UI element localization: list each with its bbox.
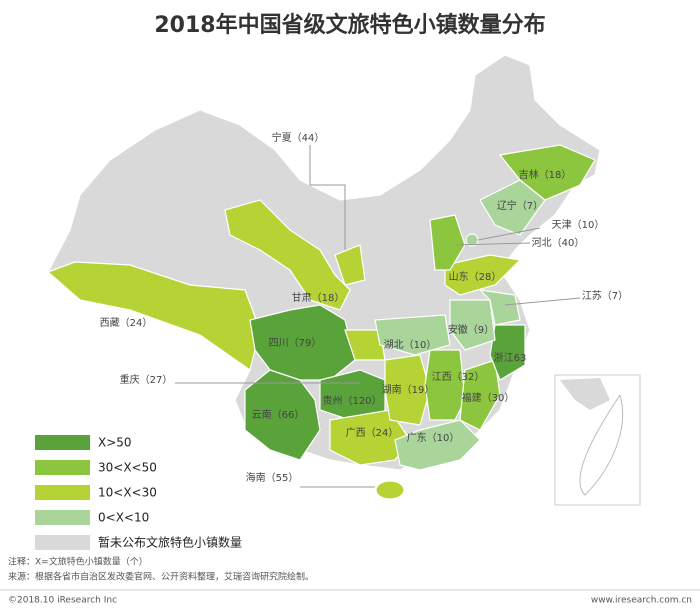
region-label: 辽宁（7） (497, 199, 543, 212)
region-label: 云南（66） (252, 408, 305, 421)
region-label: 福建（30） (462, 391, 515, 404)
shandong (444, 254, 522, 296)
title: 2018年中国省级文旅特色小镇数量分布 (154, 12, 545, 38)
fujian (459, 359, 501, 431)
region-label: 山东（28） (449, 270, 502, 283)
guangdong (394, 419, 481, 471)
leader-line (504, 297, 581, 306)
inset-line (579, 394, 624, 496)
hunan (384, 354, 431, 426)
region-label: 西藏（24） (100, 317, 153, 329)
map (46, 54, 641, 506)
legend-label: X>50 (98, 436, 132, 450)
yunnan (244, 369, 321, 461)
jiangsu (478, 289, 521, 326)
region-label: 甘肃（18） (292, 291, 345, 304)
region-label: 海南（55） (246, 471, 299, 484)
note: 注释：X=文旅特色小镇数量（个） (8, 556, 148, 568)
gansu (224, 199, 351, 311)
hebei (429, 214, 466, 271)
region-label: 湖南（19） (382, 383, 435, 396)
region-labels: 宁夏（44） 吉林（18） 辽宁（7） 天津（10） 河北（40） 山东（28）… (100, 131, 629, 484)
region-label: 广东（10） (407, 431, 460, 444)
website: www.iresearch.com.cn (591, 596, 692, 606)
region-label: 江苏（7） (582, 289, 628, 302)
ningxia (334, 244, 366, 286)
legend-label: 30<X<50 (98, 461, 157, 475)
leader-line (454, 242, 531, 246)
legend-swatch (35, 460, 90, 475)
legend: X>50 30<X<50 10<X<30 0<X<10 暂未公布文旅特色小镇数量 (35, 435, 242, 550)
sichuan (249, 304, 356, 381)
region-label: 天津（10） (552, 219, 605, 231)
anhui (449, 299, 496, 351)
jiangxi (424, 349, 466, 421)
region-label: 湖北（10） (384, 339, 437, 351)
region-label: 四川（79） (269, 337, 322, 349)
leader-line (477, 227, 541, 241)
leaders (175, 145, 581, 488)
region-label: 广西（24） (346, 427, 399, 439)
copyright: ©2018.10 iResearch Inc (8, 596, 117, 606)
legend-label: 10<X<30 (98, 486, 157, 500)
region-label: 河北（40） (532, 237, 585, 249)
region-label: 贵州（120） (322, 394, 381, 407)
region-label: 重庆（27） (120, 373, 173, 386)
region-label: 江西（32） (432, 371, 485, 383)
liaoning (479, 179, 546, 236)
inset-land (560, 378, 610, 410)
note: 来源：根据各省市自治区发改委官网、公开资料整理，艾瑞咨询研究院绘制。 (8, 571, 314, 583)
zhejiang (489, 324, 526, 381)
legend-label: 0<X<10 (98, 511, 149, 525)
region-label: 浙江63 (494, 352, 527, 364)
legend-label: 暂未公布文旅特色小镇数量 (98, 535, 242, 550)
hainan (375, 480, 405, 500)
hubei (374, 314, 451, 356)
legend-swatch (35, 485, 90, 500)
legend-swatch (35, 435, 90, 450)
legend-swatch (35, 535, 90, 550)
region-label: 安徽（9） (448, 323, 494, 336)
jilin (498, 144, 596, 201)
region-label: 吉林（18） (519, 168, 572, 181)
region-label: 宁夏（44） (272, 131, 325, 144)
leader-line (309, 145, 346, 250)
legend-swatch (35, 510, 90, 525)
